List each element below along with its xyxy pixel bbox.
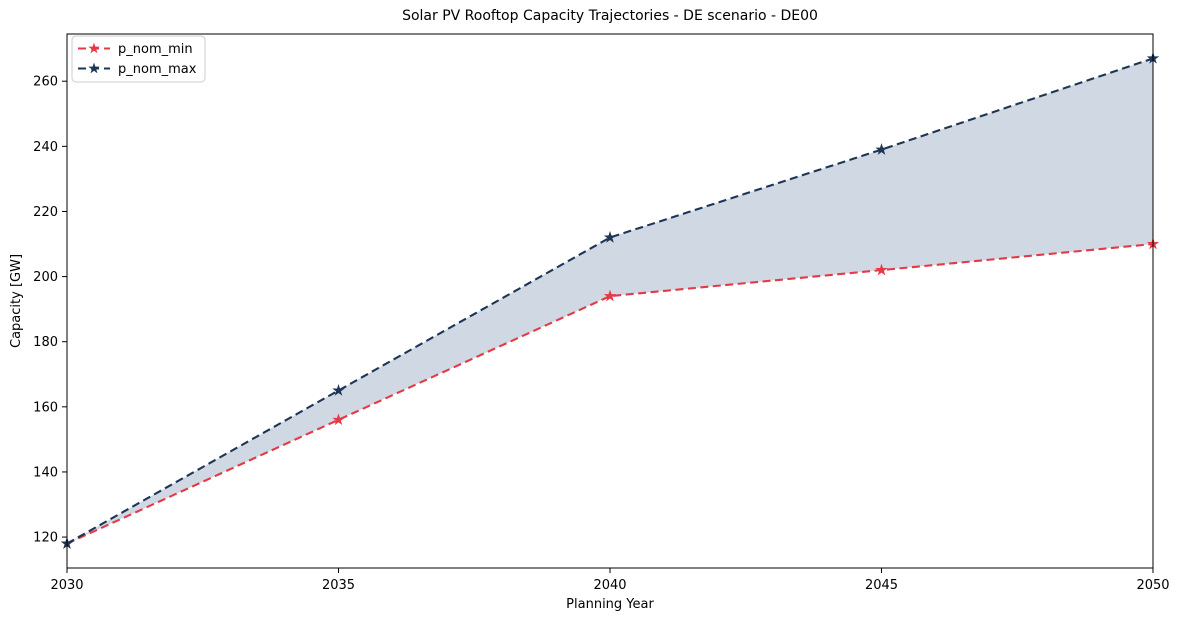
x-tick-label: 2030 — [50, 578, 83, 593]
data-point-marker-p_nom_max — [875, 143, 888, 155]
capacity-range-band — [67, 58, 1153, 544]
x-tick-label: 2045 — [865, 578, 898, 593]
series-line-p_nom_max — [66, 57, 1154, 545]
x-tick-label: 2050 — [1136, 578, 1169, 593]
data-point-marker-p_nom_min — [603, 289, 617, 302]
star-marker-icon — [88, 42, 100, 54]
y-tick-label: 260 — [33, 75, 58, 90]
y-tick-label: 180 — [33, 335, 58, 350]
y-axis: 120 140 160 180 200 220 240 260 — [33, 75, 67, 546]
data-point-marker-p_nom_min — [875, 263, 888, 276]
x-axis: 2030 2035 2040 2045 2050 — [50, 568, 1170, 593]
chart-title: Solar PV Rooftop Capacity Trajectories -… — [402, 8, 818, 24]
x-tick-label: 2040 — [593, 578, 626, 593]
legend-item-p-nom-min: p_nom_min — [78, 42, 193, 57]
y-tick-label: 120 — [33, 531, 58, 546]
y-tick-label: 220 — [33, 205, 58, 220]
legend-label: p_nom_min — [118, 42, 193, 57]
y-tick-label: 200 — [33, 270, 58, 285]
y-axis-label: Capacity [GW] — [9, 254, 24, 348]
legend-item-p-nom-max: p_nom_max — [78, 62, 197, 77]
x-axis-label: Planning Year — [566, 597, 654, 612]
data-point-marker-p_nom_max — [332, 384, 345, 396]
y-tick-label: 140 — [33, 465, 58, 480]
x-tick-label: 2035 — [322, 578, 355, 593]
y-tick-label: 160 — [33, 400, 58, 415]
star-marker-icon — [88, 62, 100, 74]
y-tick-label: 240 — [33, 140, 58, 155]
data-point-marker-p_nom_min — [332, 413, 345, 426]
legend: p_nom_min p_nom_max — [71, 35, 206, 83]
legend-label: p_nom_max — [118, 62, 197, 77]
data-point-marker-p_nom_max — [603, 231, 617, 243]
fill-band-layer — [67, 58, 1153, 544]
